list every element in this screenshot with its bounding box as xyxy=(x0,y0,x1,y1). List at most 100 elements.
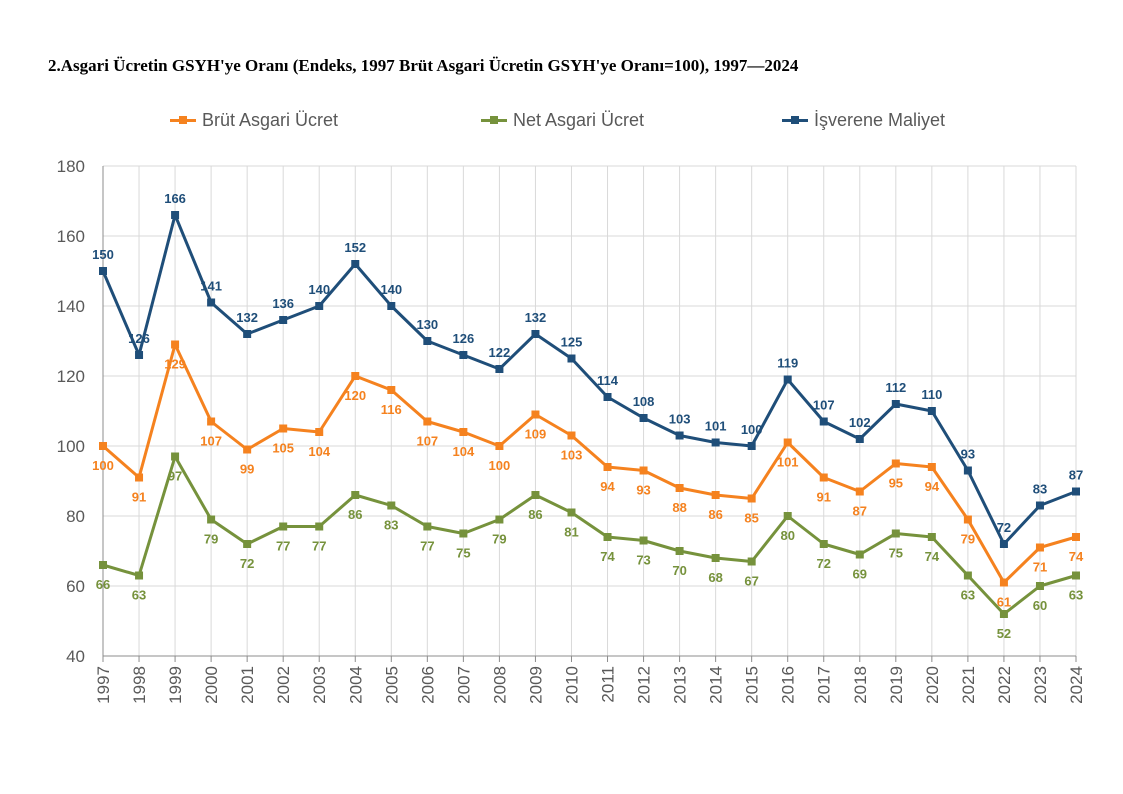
y-tick-label: 180 xyxy=(57,157,85,176)
x-tick-label: 2005 xyxy=(382,666,401,704)
data-label-2: 110 xyxy=(921,387,942,402)
x-tick-label: 2006 xyxy=(418,666,437,704)
series-line-1 xyxy=(102,455,1077,616)
data-label-1: 72 xyxy=(240,556,254,571)
data-label-2: 130 xyxy=(416,317,438,332)
data-label-1: 68 xyxy=(708,570,722,585)
data-label-0: 100 xyxy=(92,458,114,473)
data-label-0: 104 xyxy=(308,444,330,459)
data-point-0 xyxy=(351,372,360,380)
data-point-2 xyxy=(747,442,756,450)
x-tick-label: 2017 xyxy=(815,666,834,704)
data-point-1 xyxy=(567,508,576,517)
data-point-1 xyxy=(855,550,864,559)
data-label-0: 86 xyxy=(708,507,722,522)
data-label-1: 75 xyxy=(456,546,470,561)
data-point-1 xyxy=(135,571,144,580)
data-point-2 xyxy=(207,298,216,307)
x-tick-label: 1997 xyxy=(94,666,113,704)
series-line-2 xyxy=(101,213,1077,546)
data-point-1 xyxy=(675,547,684,555)
data-label-2: 150 xyxy=(92,247,114,262)
data-label-1: 77 xyxy=(276,539,290,554)
data-label-0: 95 xyxy=(889,476,903,491)
data-label-2: 107 xyxy=(813,398,835,413)
x-tick-label: 2013 xyxy=(671,666,690,704)
data-point-2 xyxy=(639,414,648,422)
data-point-2 xyxy=(675,431,684,440)
data-label-0: 91 xyxy=(817,490,831,505)
data-label-1: 83 xyxy=(384,518,398,533)
data-label-2: 100 xyxy=(741,422,763,437)
data-point-1 xyxy=(1035,582,1044,590)
x-tick-label: 2004 xyxy=(346,666,365,704)
data-point-0 xyxy=(423,417,432,426)
data-point-2 xyxy=(135,351,144,359)
data-point-0 xyxy=(207,417,216,426)
data-point-0 xyxy=(639,466,648,475)
data-point-2 xyxy=(1035,501,1044,510)
data-point-0 xyxy=(783,438,792,447)
legend-swatch-brut xyxy=(170,116,196,124)
x-tick-label: 1999 xyxy=(166,666,185,704)
data-label-1: 77 xyxy=(420,539,434,554)
y-tick-label: 100 xyxy=(57,437,85,456)
data-point-2 xyxy=(999,540,1008,548)
data-label-0: 85 xyxy=(744,511,758,526)
data-point-2 xyxy=(855,435,864,443)
x-tick-label: 2021 xyxy=(959,666,978,704)
data-point-1 xyxy=(423,522,432,531)
data-label-2: 87 xyxy=(1069,468,1083,483)
data-point-1 xyxy=(819,540,828,548)
data-point-1 xyxy=(603,533,612,541)
data-label-2: 83 xyxy=(1033,482,1047,497)
data-label-2: 112 xyxy=(885,380,906,395)
data-point-1 xyxy=(495,515,504,524)
data-label-0: 101 xyxy=(777,455,799,470)
y-tick-label: 60 xyxy=(66,577,85,596)
data-label-1: 86 xyxy=(348,507,362,522)
legend-item-isveren: İşverene Maliyet xyxy=(782,110,945,131)
data-label-0: 94 xyxy=(925,479,940,494)
data-point-2 xyxy=(99,267,107,275)
data-label-0: 91 xyxy=(132,490,146,505)
data-point-1 xyxy=(711,554,720,562)
data-point-1 xyxy=(963,571,972,580)
data-label-0: 94 xyxy=(600,479,615,494)
data-label-0: 74 xyxy=(1069,549,1084,564)
x-tick-label: 2002 xyxy=(274,666,293,704)
data-point-0 xyxy=(279,424,288,433)
data-label-2: 166 xyxy=(164,191,186,206)
data-point-0 xyxy=(495,442,504,450)
data-point-1 xyxy=(243,540,252,548)
data-point-2 xyxy=(963,466,972,475)
data-point-1 xyxy=(639,536,648,545)
data-label-0: 79 xyxy=(961,532,975,547)
data-label-1: 75 xyxy=(889,546,903,561)
data-label-0: 107 xyxy=(416,434,438,449)
data-label-2: 101 xyxy=(705,419,727,434)
data-point-0 xyxy=(927,463,936,471)
data-label-2: 72 xyxy=(997,520,1011,535)
data-label-2: 125 xyxy=(561,335,583,350)
data-label-0: 129 xyxy=(164,357,186,372)
legend-label-brut: Brüt Asgari Ücret xyxy=(202,110,339,130)
y-tick-label: 160 xyxy=(57,227,85,246)
data-point-1 xyxy=(531,491,540,499)
x-tick-label: 2009 xyxy=(526,666,545,704)
data-point-0 xyxy=(459,428,468,436)
x-tick-label: 2007 xyxy=(454,666,473,704)
data-point-0 xyxy=(963,515,972,524)
data-point-1 xyxy=(387,501,396,510)
data-point-1 xyxy=(1072,571,1080,580)
chart-title: 2.Asgari Ücretin GSYH'ye Oranı (Endeks, … xyxy=(48,56,799,75)
x-tick-label: 2010 xyxy=(562,666,581,704)
data-label-0: 120 xyxy=(344,388,366,403)
data-label-1: 69 xyxy=(853,567,867,582)
data-point-2 xyxy=(171,211,180,219)
data-point-2 xyxy=(603,393,612,401)
data-label-2: 132 xyxy=(525,310,547,325)
data-label-2: 140 xyxy=(308,282,330,297)
data-label-1: 63 xyxy=(132,588,146,603)
x-tick-label: 2016 xyxy=(779,666,798,704)
